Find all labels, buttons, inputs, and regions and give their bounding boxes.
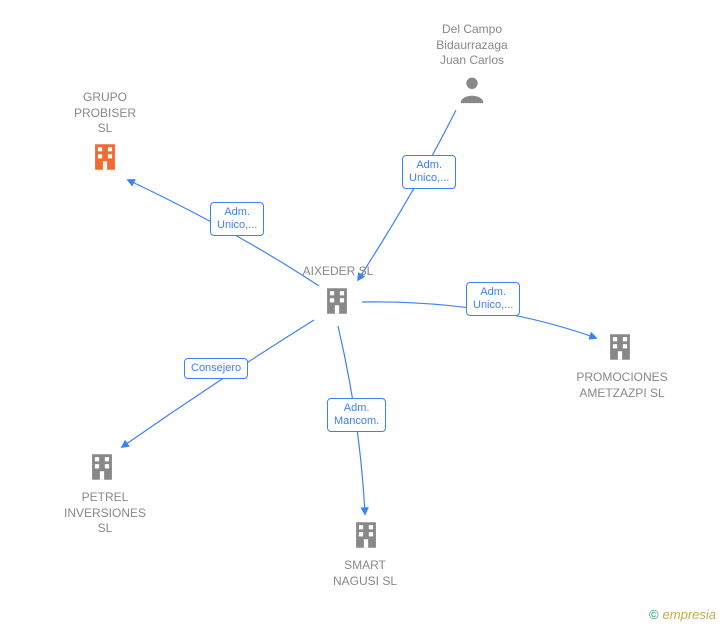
building-icon [320,284,354,323]
edge-label: Consejero [184,358,248,379]
building-icon [349,518,383,557]
edge-label: Adm. Unico,... [466,282,520,316]
building-icon [88,140,122,179]
credit-text: © empresia [649,607,716,622]
credit-label: empresia [663,607,716,622]
node-label-center: AIXEDER SL [278,264,398,280]
edge-line [358,110,456,280]
node-label-person: Del Campo Bidaurrazaga Juan Carlos [412,22,532,69]
node-label-petrel: PETREL INVERSIONES SL [50,490,160,537]
building-icon [85,450,119,489]
node-label-promo: PROMOCIONES AMETZAZPI SL [557,370,687,401]
edge-label: Adm. Unico,... [210,202,264,236]
copyright-icon: © [649,607,659,622]
node-label-smart: SMART NAGUSI SL [310,558,420,589]
node-label-grupo: GRUPO PROBISER SL [60,90,150,137]
edge-label: Adm. Mancom. [327,398,386,432]
edge-line [122,320,314,447]
person-icon [455,72,489,111]
building-icon [603,330,637,369]
edge-label: Adm. Unico,... [402,155,456,189]
